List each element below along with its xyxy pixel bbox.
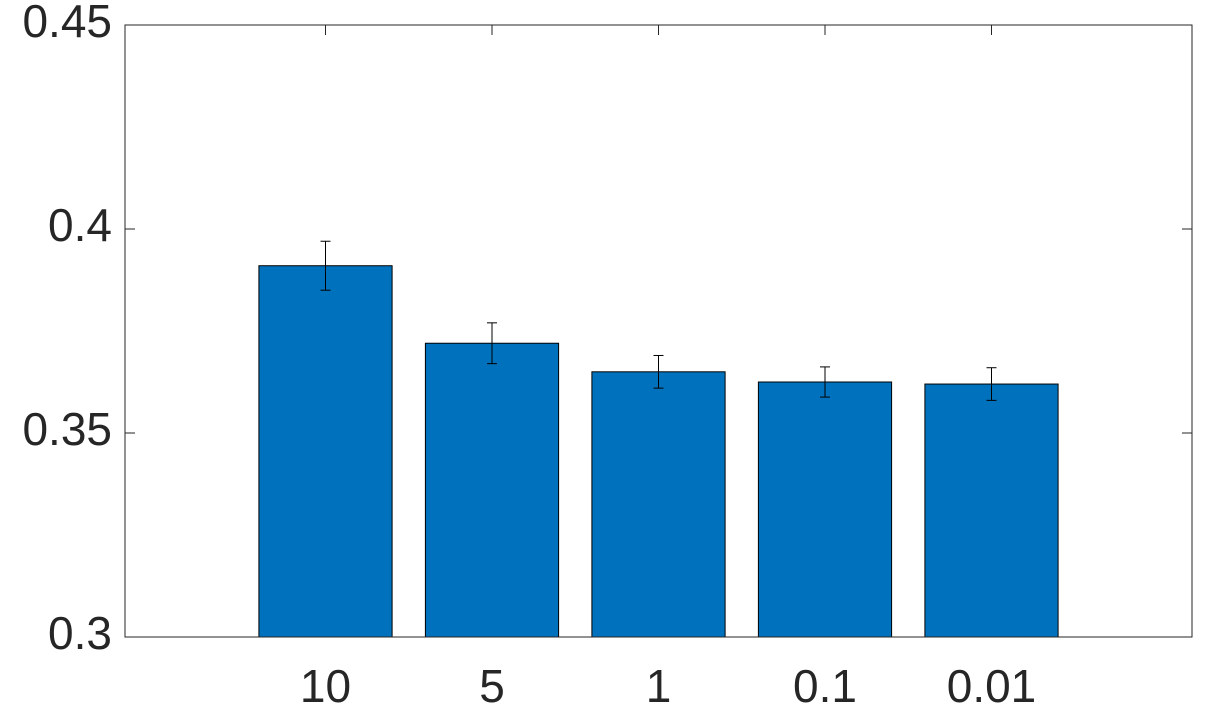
x-tick-label: 10 xyxy=(300,660,351,712)
y-tick-label: 0.3 xyxy=(48,607,112,659)
axes-box xyxy=(124,24,1193,638)
x-tick-label: 0.01 xyxy=(947,660,1037,712)
error-bar xyxy=(820,366,830,398)
error-bar xyxy=(487,322,497,365)
bar xyxy=(757,381,893,638)
x-tick-label: 0.1 xyxy=(793,660,857,712)
x-tick-label: 5 xyxy=(479,660,505,712)
bar xyxy=(258,265,393,638)
y-tick-label: 0.35 xyxy=(22,403,112,455)
bar xyxy=(924,383,1059,638)
error-bar xyxy=(653,354,664,389)
y-tick-label: 0.4 xyxy=(48,199,112,251)
bar xyxy=(591,371,726,638)
bar xyxy=(424,342,560,638)
error-bar xyxy=(320,240,331,291)
y-tick-label: 0.45 xyxy=(22,0,112,47)
error-bar xyxy=(986,367,997,401)
x-tick-label: 1 xyxy=(646,660,672,712)
